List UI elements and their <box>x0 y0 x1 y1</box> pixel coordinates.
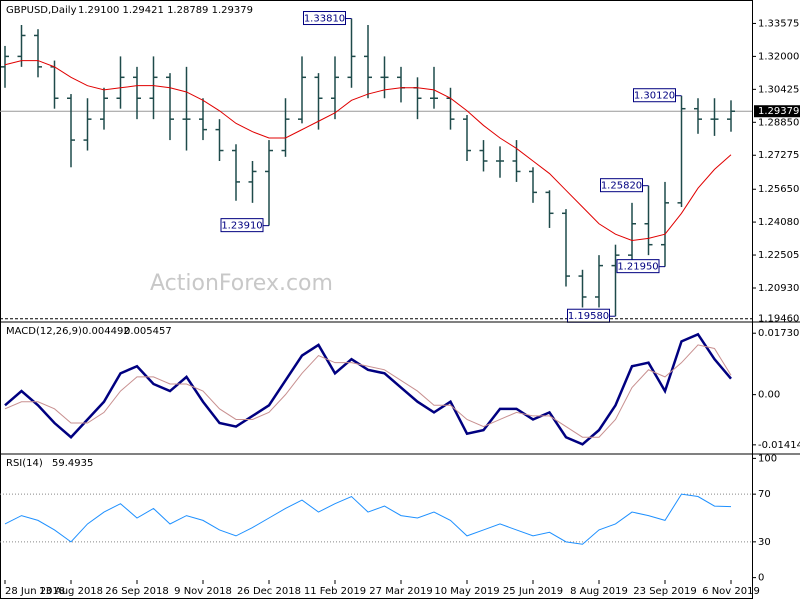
x-tick-label: 10 May 2019 <box>434 586 499 597</box>
y-tick-label: 1.33575 <box>758 18 799 29</box>
y-tick-label: 1.25650 <box>758 184 799 195</box>
x-tick-label: 13 Aug 2018 <box>39 586 103 597</box>
y-tick-label: 1.20930 <box>758 283 799 294</box>
series-line <box>4 332 732 446</box>
frame <box>0 0 753 599</box>
series-line <box>4 60 732 242</box>
annotation-label: 1.23910 <box>221 221 262 232</box>
y-tick-label: 0.017302 <box>758 328 800 339</box>
annotation-label: 1.19580 <box>568 311 609 322</box>
y-tick-label: 1.27275 <box>758 150 799 161</box>
y-tick-label: 1.24080 <box>758 217 799 228</box>
x-tick-label: 26 Sep 2018 <box>105 586 168 597</box>
series-line <box>4 493 732 545</box>
x-tick-label: 11 Feb 2019 <box>304 586 366 597</box>
rsi-value: 59.4935 <box>52 458 93 469</box>
annotation-label: 1.30120 <box>634 91 675 102</box>
y-tick-label: 1.22505 <box>758 250 799 261</box>
y-tick-label: 1.28850 <box>758 117 799 128</box>
y-tick-label: 0.00 <box>758 390 780 401</box>
panel-title: RSI(14) <box>6 458 43 469</box>
y-tick-label: 30 <box>758 537 771 548</box>
x-tick-label: 27 Mar 2019 <box>369 586 432 597</box>
series-line <box>4 344 732 438</box>
x-tick-label: 23 Sep 2019 <box>633 586 696 597</box>
panel-title: MACD(12,26,9) <box>6 326 82 337</box>
price-box <box>754 105 800 118</box>
signal-value: 0.005457 <box>124 326 172 337</box>
annotation-label: 1.33810 <box>304 14 345 25</box>
x-tick-label: 8 Aug 2019 <box>570 586 628 597</box>
macd-value: 0.004492 <box>82 326 130 337</box>
x-tick-label: 26 Dec 2018 <box>237 586 301 597</box>
y-tick-label: 0 <box>758 573 764 584</box>
y-tick-label: 1.32000 <box>758 51 799 62</box>
annotation-label: 1.21950 <box>617 262 658 273</box>
support-label: 1.19460 <box>758 314 799 325</box>
x-tick-label: 9 Nov 2018 <box>174 586 232 597</box>
y-tick-label: 70 <box>758 489 771 500</box>
chart-title: GBPUSD,Daily <box>6 5 77 16</box>
y-tick-label: -0.014148 <box>758 440 800 451</box>
watermark: ActionForex.com <box>150 271 333 296</box>
price-label: 1.29379 <box>758 106 799 117</box>
y-tick-label: 100 <box>758 453 777 464</box>
annotation-label: 1.25820 <box>601 181 642 192</box>
y-tick-label: 1.30425 <box>758 84 799 95</box>
x-tick-label: 28 Jun 2018 <box>5 586 65 597</box>
ohlc-values: 1.29100 1.29421 1.28789 1.29379 <box>78 5 253 16</box>
x-tick-label: 25 Jun 2019 <box>503 586 563 597</box>
x-tick-label: 6 Nov 2019 <box>702 586 760 597</box>
